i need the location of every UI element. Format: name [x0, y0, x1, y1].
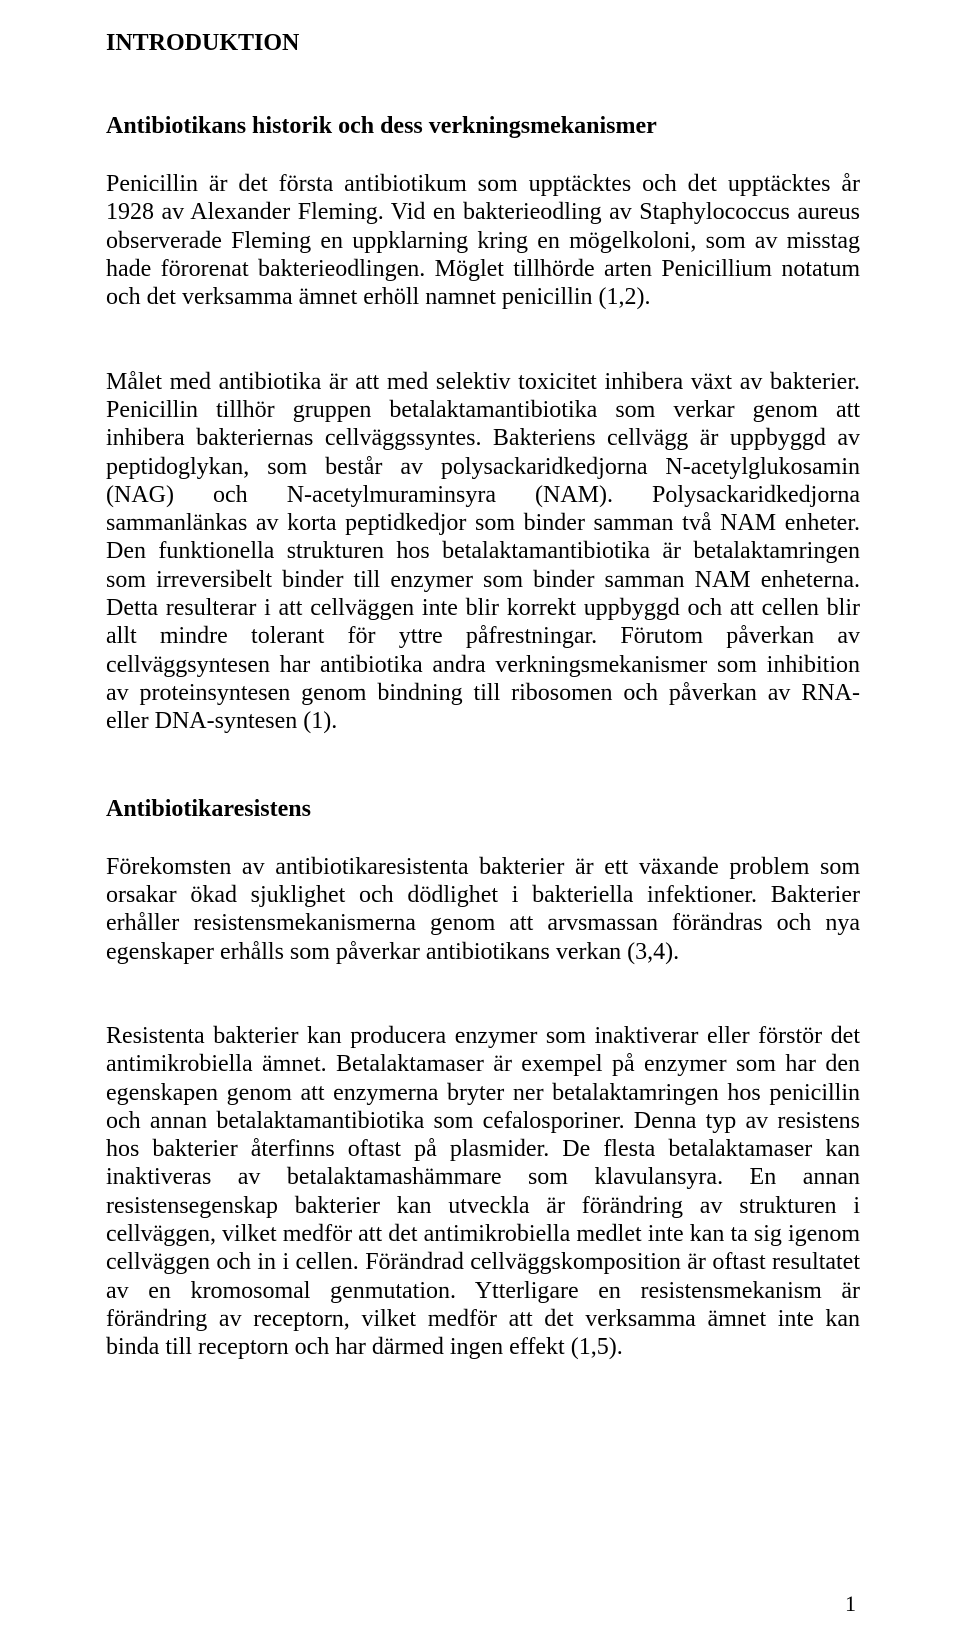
paragraph: Målet med antibiotika är att med selekti… — [106, 368, 860, 736]
paragraph: Resistenta bakterier kan producera enzym… — [106, 1022, 860, 1362]
document-page: INTRODUKTION Antibiotikans historik och … — [0, 0, 960, 1639]
paragraph: Penicillin är det första antibiotikum so… — [106, 170, 860, 312]
spacer — [106, 966, 860, 1022]
paragraph: Förekomsten av antibiotikaresistenta bak… — [106, 853, 860, 966]
page-title: INTRODUKTION — [106, 30, 860, 57]
spacer — [106, 736, 860, 796]
section-heading-resistance: Antibiotikaresistens — [106, 796, 860, 823]
spacer — [106, 312, 860, 368]
page-number: 1 — [845, 1591, 856, 1617]
section-heading-history: Antibiotikans historik och dess verkning… — [106, 113, 860, 140]
